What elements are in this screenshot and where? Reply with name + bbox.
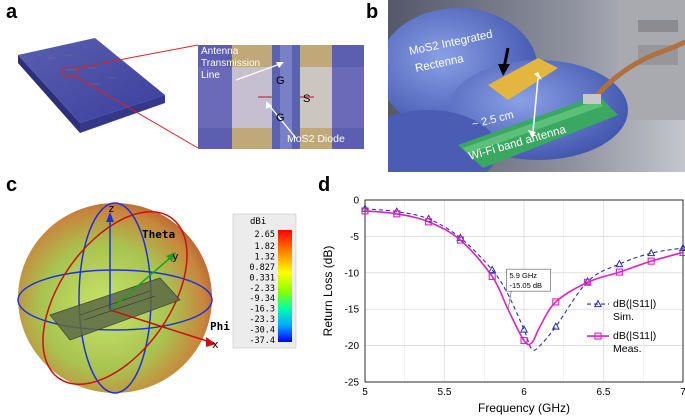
colorbar-tick-label: 2.65 — [255, 230, 275, 240]
panel-a-figure: Antenna Transmission Line G G S MoS2 Dio… — [18, 38, 364, 149]
legend-marker — [593, 299, 603, 308]
colorbar-tick-label: 0.331 — [249, 273, 275, 283]
label-phi: Phi — [210, 320, 230, 333]
data-point-triangle — [615, 259, 624, 268]
substrate-top — [18, 38, 165, 123]
label-theta: Theta — [142, 228, 175, 241]
zoom-line-top — [75, 44, 199, 69]
colorbar-unit: dBi — [250, 217, 266, 227]
legend-label: dB(|S11|) — [613, 330, 656, 342]
data-point-square — [425, 218, 433, 226]
colorbar-tick-label: -16.3 — [249, 305, 275, 315]
antenna-model — [49, 277, 181, 341]
annotation: 5.9 GHz-15.05 dB — [506, 268, 551, 310]
legend-marker — [594, 332, 602, 340]
data-point-triangle — [647, 248, 656, 257]
axis-z-label: z — [108, 202, 115, 215]
data-point-square — [361, 207, 369, 215]
label-antenna-line-2: Transmission — [201, 58, 260, 69]
rectenna-chip — [488, 58, 558, 100]
panel-d-letter: d — [318, 174, 331, 196]
legend-label-sub: Meas. — [613, 343, 642, 355]
y-tick-label: -25 — [345, 378, 360, 389]
zoom-circle — [60, 66, 80, 78]
coax-cable — [591, 39, 685, 102]
data-point-square — [488, 272, 496, 280]
y-axis — [109, 257, 171, 311]
colorbar-tick-label: -23.3 — [249, 315, 275, 325]
axis-y-label: y — [172, 250, 179, 263]
x-tick-label: 7 — [680, 387, 685, 398]
data-point-triangle — [488, 265, 497, 273]
x-tick-label: 5 — [362, 387, 368, 398]
x-tick-labels: 5 5.5 6 6.5 7 — [362, 387, 685, 398]
data-point-square — [456, 236, 464, 244]
panel-c-figure: z y x Theta Phi dBi 2.65 1.821.320.8270.3… — [17, 202, 297, 394]
colorbar-ticks: 2.65 1.821.320.8270.331-2.33-9.34-16.3-23… — [249, 230, 275, 346]
y-tick-label: -10 — [345, 268, 360, 279]
colorbar-tick-label: -9.34 — [249, 294, 275, 304]
colorbar-tick-label: 0.827 — [249, 263, 275, 273]
y-tick-label: -15 — [345, 305, 360, 316]
substrate-side-front — [80, 95, 165, 133]
data-point-square — [615, 268, 623, 276]
panel-c-letter: c — [6, 174, 18, 196]
x-tick-label: 5.5 — [438, 387, 452, 398]
colorbar-tick-label: -2.33 — [249, 284, 275, 294]
axis-x-label: x — [212, 338, 219, 351]
y-tick-label: 0 — [353, 196, 359, 207]
colorbar-tick-label: -37.4 — [249, 336, 275, 346]
panel-b-photo: MoS2 Integrated Rectenna ~ 2.5 cm Wi-Fi … — [388, 0, 685, 172]
legend-label-sub: Sim. — [613, 311, 634, 323]
substrate-side-left — [18, 55, 80, 133]
annotation-box — [506, 268, 551, 292]
label-antenna-line-3: Line — [201, 70, 220, 81]
y-axis-label: Return Loss (dB) — [321, 246, 335, 337]
annotation-line-2: -15.05 dB — [510, 281, 543, 290]
x-axis — [109, 309, 211, 343]
x-tick-label: 6 — [521, 387, 527, 398]
zoom-line-bottom — [75, 76, 199, 149]
series-layer — [360, 204, 685, 351]
data-point-square — [393, 210, 401, 218]
panel-a-letter: a — [6, 1, 18, 23]
meridian-red — [42, 210, 188, 386]
data-point-triangle — [519, 325, 529, 333]
label-mos2-diode: MoS2 Diode — [287, 133, 345, 145]
label-ground-top: G — [276, 75, 285, 87]
legend-label: dB(|S11|) — [613, 298, 656, 310]
label-antenna-line-1: Antenna — [201, 46, 239, 57]
panel-b-letter: b — [366, 1, 379, 23]
label-ground-bottom: G — [276, 112, 285, 124]
colorbar-tick-label: 1.32 — [255, 252, 275, 262]
data-point-triangle — [551, 322, 560, 330]
data-point-square — [679, 248, 685, 256]
data-point-square — [584, 278, 592, 286]
colorbar-tick-label: 1.82 — [255, 242, 275, 252]
data-point-square — [647, 257, 655, 265]
colorbar — [278, 230, 292, 342]
y-tick-label: -20 — [345, 341, 360, 352]
data-point-square — [520, 336, 528, 345]
colorbar-tick-label: -30.4 — [249, 326, 275, 336]
plot-frame — [364, 199, 684, 383]
panel-d-chart: 5 5.5 6 6.5 7 0 -5 -10 -15 -20 -25 5.9 GHz-15.05 … — [321, 196, 685, 415]
annotation-line-1: 5.9 GHz — [510, 271, 538, 280]
data-point-square — [552, 298, 560, 306]
y-tick-labels: 0 -5 -10 -15 -20 -25 — [345, 196, 360, 389]
y-tick-label: -5 — [350, 232, 359, 243]
label-signal: S — [303, 93, 310, 105]
equator-circle — [17, 269, 213, 331]
x-axis-label: Frequency (GHz) — [478, 401, 570, 415]
legend: dB(|S11|)Sim.dB(|S11|)Meas. — [587, 298, 656, 355]
x-tick-label: 6.5 — [597, 387, 611, 398]
